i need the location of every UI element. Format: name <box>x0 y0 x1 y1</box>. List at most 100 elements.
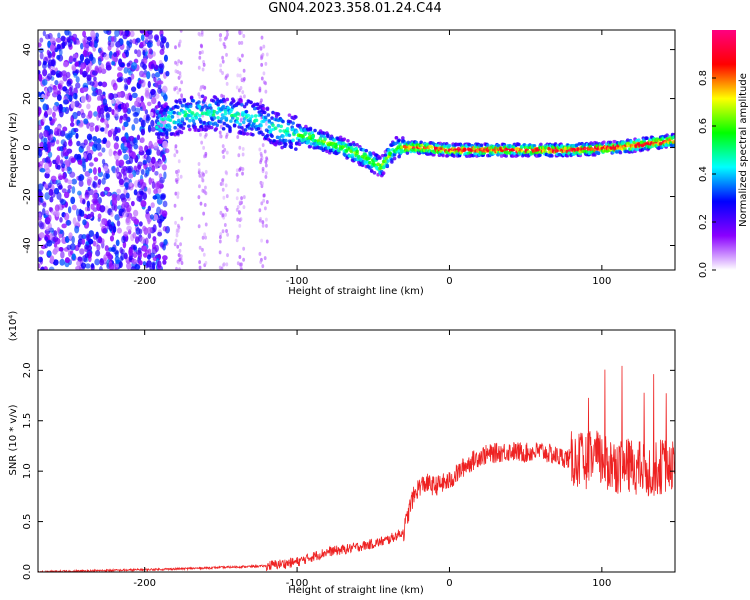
spectrogram-cell <box>111 108 115 116</box>
spectrogram-cell <box>264 121 268 126</box>
spectrogram-cell <box>42 30 46 37</box>
spectrogram-cell <box>62 71 67 78</box>
spectrogram-cell <box>178 248 182 253</box>
spectrogram-cell <box>136 49 142 58</box>
spectrogram-cell <box>131 124 136 131</box>
spectrogram-cell <box>280 145 284 150</box>
spectrogram-cell <box>240 40 244 45</box>
spectrogram-cell <box>38 220 43 228</box>
spectrogram-cell <box>222 99 227 103</box>
spectrogram-cell <box>115 166 120 174</box>
spectrogram-cell <box>94 125 99 133</box>
spectrogram-cell <box>270 116 274 120</box>
spectrogram-cell <box>259 123 263 128</box>
spectrogram-cell <box>345 148 349 152</box>
spectrogram-cell <box>58 184 63 190</box>
spectrogram-cell <box>58 80 64 86</box>
spectrogram-cell <box>176 172 179 177</box>
spectrogram-cell <box>177 59 181 64</box>
spectrogram-cell <box>89 125 95 132</box>
spectrogram-cell <box>38 60 42 67</box>
spectrogram-cell <box>499 154 504 158</box>
spectrogram-cell <box>132 244 137 251</box>
spectrogram-cell <box>63 212 70 221</box>
spectrogram-cell <box>96 95 101 101</box>
spectrogram-cell <box>133 189 138 196</box>
spectrogram-cell <box>49 196 54 203</box>
spectrogram-cell <box>596 151 601 155</box>
spectrogram-cell <box>177 169 180 174</box>
spectrogram-cell <box>304 130 308 135</box>
spectrogram-cell <box>156 121 161 126</box>
spectrogram-cell <box>223 147 227 152</box>
spectrogram-cell <box>382 164 387 169</box>
spectrogram-cell <box>174 238 178 243</box>
spectrogram-cell <box>135 97 142 103</box>
spectrogram-cell <box>197 162 201 167</box>
spectrogram-cell <box>225 81 229 86</box>
snr-series-line <box>38 365 675 572</box>
spectrogram-cell <box>582 146 587 151</box>
spectrogram-cell <box>343 153 348 158</box>
spectrogram-cell <box>261 143 265 148</box>
spectrogram-cell <box>130 73 135 80</box>
spectrogram-cell <box>38 147 41 155</box>
spectrogram-cell <box>131 105 136 112</box>
spectrogram-cell <box>69 90 74 96</box>
spectrogram-cell <box>225 97 230 102</box>
spectrogram-cell <box>247 122 252 127</box>
spectrogram-cell <box>236 112 241 116</box>
spectrogram-cell <box>176 70 180 75</box>
spectrogram-cell <box>476 149 480 153</box>
spectrogram-cell <box>180 103 185 108</box>
spectrogram-cell <box>40 266 45 270</box>
spectrogram-cell <box>38 256 43 263</box>
spectrogram-cell <box>248 119 252 124</box>
spectrogram-cell <box>225 207 229 212</box>
spectrogram-cell <box>42 60 47 66</box>
spectrogram-cell <box>257 110 262 114</box>
spectrogram-ylabel: Frequency (Hz) <box>8 112 19 188</box>
spectrogram-cell <box>179 30 183 33</box>
spectrogram-cell <box>92 181 98 189</box>
spectrogram-cell <box>147 42 153 48</box>
spectrogram-cell <box>219 232 223 237</box>
spectrogram-cell <box>240 166 244 171</box>
spectrogram-cell <box>277 135 282 140</box>
spectrogram-cell <box>197 100 201 104</box>
spectrogram-cell <box>126 62 131 67</box>
spectrogram-cell <box>63 191 70 199</box>
spectrogram-cell <box>265 239 269 244</box>
spectrogram-cell <box>128 248 133 257</box>
spectrogram-cell <box>83 213 88 219</box>
spectrogram-cell <box>181 126 186 131</box>
spectrogram-cell <box>55 37 62 43</box>
spectrogram-cell <box>505 151 509 155</box>
spectrogram-cell <box>56 164 61 170</box>
spectrogram-cell <box>142 104 147 112</box>
spectrogram-cell <box>225 132 229 137</box>
spectrogram-cell <box>245 132 250 136</box>
spectrogram-cell <box>151 73 156 79</box>
spectrogram-cell <box>110 36 115 42</box>
spectrogram-cell <box>118 261 123 268</box>
spectrogram-cell <box>179 242 182 247</box>
spectrogram-cell <box>60 250 65 259</box>
y-tick-label: -20 <box>22 188 33 204</box>
spectrogram-cell <box>52 236 59 243</box>
spectrogram-cell <box>350 153 355 157</box>
spectrogram-cell <box>149 111 154 117</box>
spectrogram-cell <box>80 142 86 149</box>
spectrogram-cell <box>218 250 222 255</box>
spectrogram-cell <box>158 67 164 74</box>
spectrogram-cell <box>221 59 225 64</box>
spectrogram-marks <box>38 30 675 270</box>
spectrogram-cell <box>46 91 51 97</box>
spectrogram-cell <box>128 135 135 142</box>
spectrogram-cell <box>61 41 66 49</box>
snr-plot-area <box>38 365 675 572</box>
spectrogram-cell <box>178 257 182 262</box>
spectrogram-cell <box>133 209 139 217</box>
spectrogram-cell <box>218 37 222 42</box>
spectrogram-cell <box>281 119 285 124</box>
